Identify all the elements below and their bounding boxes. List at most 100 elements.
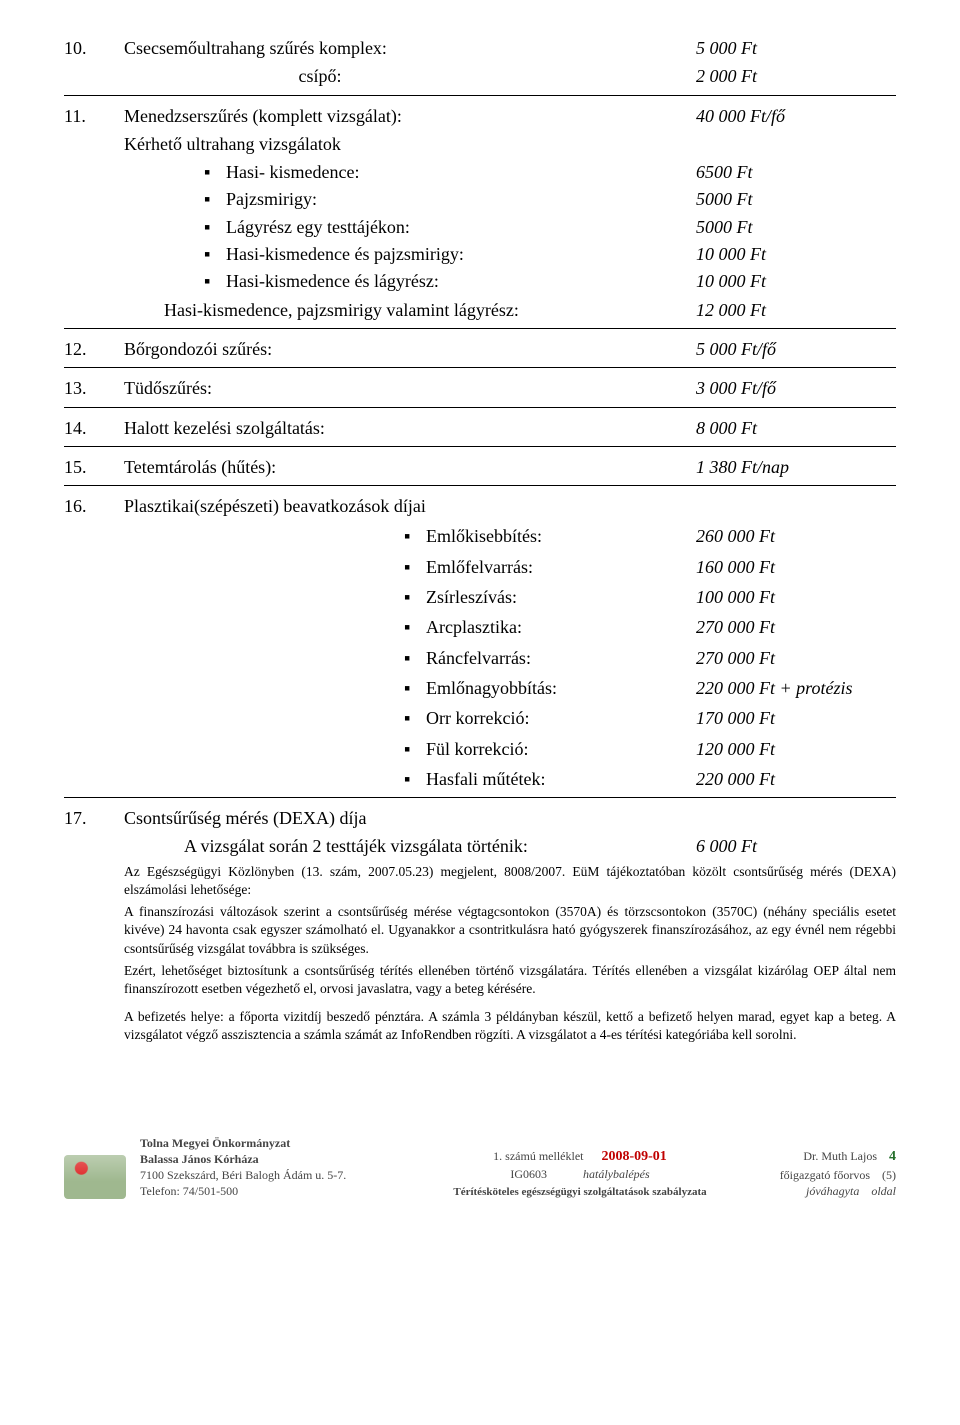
divider — [64, 797, 896, 798]
bullet-icon: ▪ — [404, 615, 426, 639]
footer-tel: Telefon: 74/501-500 — [140, 1184, 238, 1198]
bullet-price: 10 000 Ft — [696, 269, 896, 293]
item-label: Plasztikai(szépészeti) beavatkozások díj… — [124, 494, 696, 518]
bullet-icon: ▪ — [404, 706, 426, 730]
note-4: A befizetés helye: a főporta vizitdíj be… — [124, 1008, 896, 1044]
bullet-label: Hasi- kismedence: — [226, 160, 696, 184]
bullet-price: 160 000 Ft — [696, 555, 896, 579]
bullet-icon: ▪ — [204, 269, 226, 293]
bullet-icon: ▪ — [404, 646, 426, 670]
bullet-price: 5000 Ft — [696, 187, 896, 211]
bullet-icon: ▪ — [404, 585, 426, 609]
divider — [64, 367, 896, 368]
bullet-price: 220 000 Ft — [696, 767, 896, 791]
bullet-icon: ▪ — [404, 737, 426, 761]
table-row: 13.Tüdőszűrés:3 000 Ft/fő — [64, 376, 896, 400]
bullet-label: Lágyrész egy testtájékon: — [226, 215, 696, 239]
list-item: ▪Hasi- kismedence:6500 Ft — [64, 160, 896, 184]
footer-datelabel: hatálybalépés — [583, 1167, 650, 1181]
item-price: 8 000 Ft — [696, 416, 896, 440]
footer-oldal: oldal — [871, 1184, 896, 1198]
bullet-icon: ▪ — [404, 767, 426, 791]
list-item: ▪Ráncfelvarrás:270 000 Ft — [64, 646, 896, 670]
item-number: 17. — [64, 806, 124, 830]
item-label: Csecsemőultrahang szűrés komplex: — [124, 36, 696, 60]
row-10: 10. Csecsemőultrahang szűrés komplex: 5 … — [64, 36, 896, 60]
item-sum-price: 12 000 Ft — [696, 298, 896, 322]
item-label: Csontsűrűség mérés (DEXA) díja — [124, 806, 696, 830]
bullet-price: 170 000 Ft — [696, 706, 896, 730]
item-label: Tetemtárolás (hűtés): — [124, 455, 696, 479]
item-sub-price: 2 000 Ft — [696, 64, 896, 88]
footer-signer: Dr. Muth Lajos — [803, 1149, 877, 1163]
item-price: 5 000 Ft — [696, 36, 896, 60]
divider — [64, 407, 896, 408]
bullet-icon: ▪ — [204, 242, 226, 266]
item-sub-price: 6 000 Ft — [696, 834, 896, 858]
footer-approved: jóváhagyta — [806, 1184, 859, 1198]
note-3: Ezért, lehetőséget biztosítunk a csontsű… — [124, 962, 896, 998]
note-2: A finanszírozási változások szerint a cs… — [124, 903, 896, 958]
footer-page: 4 — [889, 1149, 896, 1164]
list-item: ▪Fül korrekció:120 000 Ft — [64, 737, 896, 761]
page-footer: Tolna Megyei Önkormányzat Balassa János … — [64, 1135, 896, 1200]
footer-date: 2008-09-01 — [601, 1149, 666, 1164]
item-sum-label: Hasi-kismedence, pajzsmirigy valamint lá… — [164, 298, 696, 322]
item-sub-label: csípő: — [124, 64, 696, 88]
bullet-icon: ▪ — [404, 524, 426, 548]
item-number: 16. — [64, 494, 124, 518]
item-number: 12. — [64, 337, 124, 361]
divider — [64, 95, 896, 96]
bullet-label: Fül korrekció: — [426, 737, 696, 761]
list-item: ▪Lágyrész egy testtájékon:5000 Ft — [64, 215, 896, 239]
footer-address: Tolna Megyei Önkormányzat Balassa János … — [140, 1135, 424, 1200]
item-price: 5 000 Ft/fő — [696, 337, 896, 361]
item-number: 13. — [64, 376, 124, 400]
item-label: Menedzserszűrés (komplett vizsgálat): — [124, 104, 696, 128]
item-number: 10. — [64, 36, 124, 60]
bullet-label: Zsírleszívás: — [426, 585, 696, 609]
footer-role: főigazgató főorvos — [780, 1168, 870, 1182]
footer-org1: Tolna Megyei Önkormányzat — [140, 1136, 290, 1150]
bullet-price: 5000 Ft — [696, 215, 896, 239]
bullet-label: Ráncfelvarrás: — [426, 646, 696, 670]
bullet-price: 260 000 Ft — [696, 524, 896, 548]
item-label: Bőrgondozói szűrés: — [124, 337, 696, 361]
bullet-label: Emlőnagyobbítás: — [426, 676, 696, 700]
bullet-price: 220 000 Ft + protézis — [696, 676, 896, 700]
list-item: ▪Emlőfelvarrás:160 000 Ft — [64, 555, 896, 579]
bullet-icon: ▪ — [204, 215, 226, 239]
item-price: 3 000 Ft/fő — [696, 376, 896, 400]
footer-org2: Balassa János Kórháza — [140, 1152, 259, 1166]
item-number: 11. — [64, 104, 124, 128]
item-price: 40 000 Ft/fő — [696, 104, 896, 128]
row-11: 11. Menedzserszűrés (komplett vizsgálat)… — [64, 104, 896, 128]
table-row: 15.Tetemtárolás (hűtés):1 380 Ft/nap — [64, 455, 896, 479]
item-price: 1 380 Ft/nap — [696, 455, 896, 479]
footer-right: Dr. Muth Lajos 4 főigazgató főorvos (5) … — [736, 1148, 896, 1199]
row-16: 16. Plasztikai(szépészeti) beavatkozások… — [64, 494, 896, 518]
bullet-icon: ▪ — [404, 555, 426, 579]
bullet-label: Emlőfelvarrás: — [426, 555, 696, 579]
list-item: ▪Emlőnagyobbítás:220 000 Ft + protézis — [64, 676, 896, 700]
row-17: 17. Csontsűrűség mérés (DEXA) díja — [64, 806, 896, 830]
bullet-price: 270 000 Ft — [696, 615, 896, 639]
bullet-icon: ▪ — [404, 676, 426, 700]
table-row: 12.Bőrgondozói szűrés:5 000 Ft/fő — [64, 337, 896, 361]
list-item: ▪Hasfali műtétek:220 000 Ft — [64, 767, 896, 791]
bullet-price: 120 000 Ft — [696, 737, 896, 761]
item-sub-label: A vizsgálat során 2 testtájék vizsgálata… — [184, 834, 696, 858]
bullet-label: Hasi-kismedence és lágyrész: — [226, 269, 696, 293]
row-10-sub: csípő: 2 000 Ft — [64, 64, 896, 88]
list-item: ▪Hasi-kismedence és lágyrész:10 000 Ft — [64, 269, 896, 293]
divider — [64, 328, 896, 329]
list-item: ▪Emlőkisebbítés:260 000 Ft — [64, 524, 896, 548]
logo-icon — [64, 1155, 126, 1199]
bullet-price: 100 000 Ft — [696, 585, 896, 609]
footer-total: (5) — [882, 1168, 896, 1182]
footer-middle: 1. számú melléklet 2008-09-01 IG0603 hat… — [438, 1148, 722, 1200]
footer-docnum: 1. számú melléklet — [493, 1149, 583, 1163]
bullet-icon: ▪ — [204, 187, 226, 211]
footer-addr: 7100 Szekszárd, Béri Balogh Ádám u. 5-7. — [140, 1168, 346, 1182]
row-17-sub: A vizsgálat során 2 testtájék vizsgálata… — [64, 834, 896, 858]
